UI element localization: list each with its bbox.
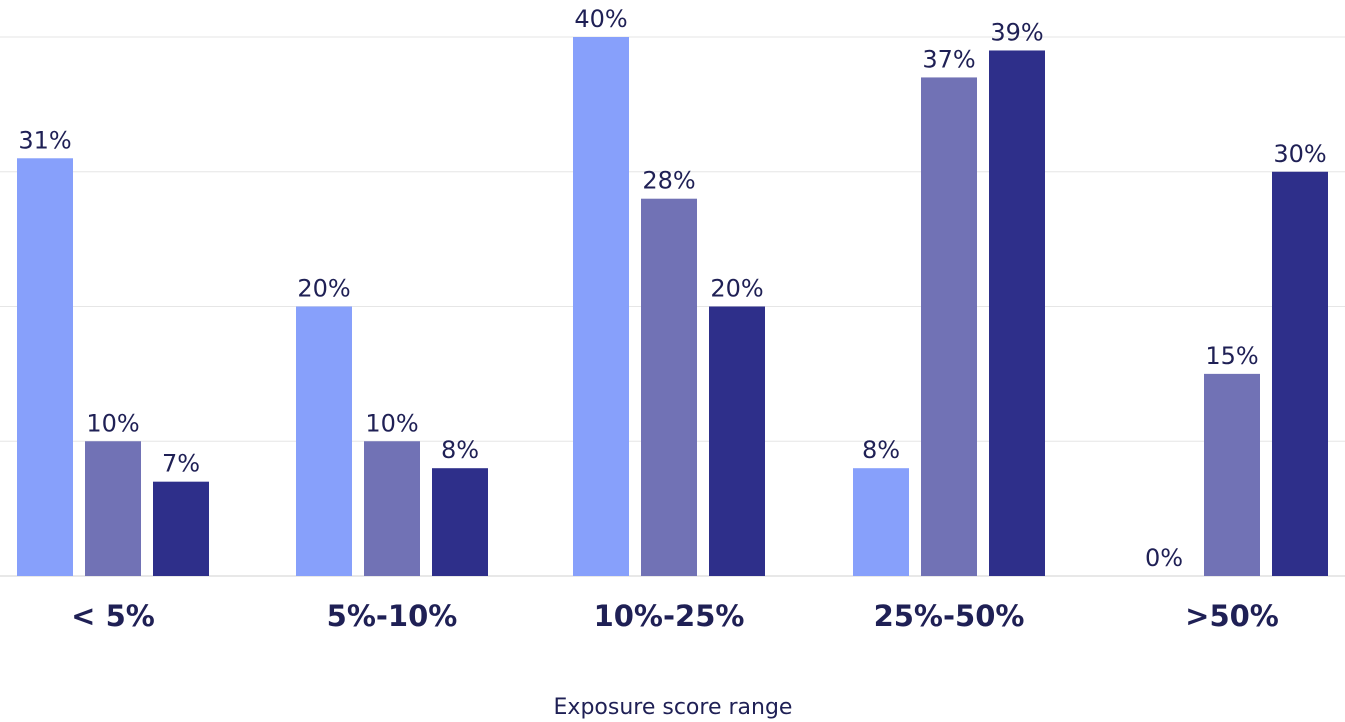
bar <box>853 468 909 576</box>
bar <box>153 481 209 576</box>
bar <box>364 441 420 576</box>
data-label: 8% <box>862 436 900 464</box>
data-label: 40% <box>574 5 627 33</box>
bar <box>296 306 352 576</box>
x-tick-label: >50% <box>1185 599 1279 633</box>
data-label: 10% <box>365 409 418 437</box>
bar <box>85 441 141 576</box>
data-labels: 31% 20% 40% 8% 0% 10% 10% 28% 37% 15% 7% 8% 20% 39% 30… <box>18 5 1326 572</box>
data-label: 8% <box>441 436 479 464</box>
data-label: 37% <box>922 45 975 73</box>
data-label: 7% <box>162 450 200 478</box>
data-label: 28% <box>642 167 695 195</box>
bar <box>921 77 977 577</box>
data-label: 20% <box>297 275 350 303</box>
data-label: 20% <box>710 275 763 303</box>
x-axis-title: Exposure score range <box>554 695 793 720</box>
x-tick-label: 5%-10% <box>327 599 458 633</box>
x-tick-label: < 5% <box>71 599 155 633</box>
bar <box>989 50 1045 577</box>
bar <box>709 306 765 576</box>
bar <box>432 468 488 576</box>
x-tick-label: 25%-50% <box>874 599 1025 633</box>
data-label: 31% <box>18 126 71 154</box>
bars <box>17 37 1328 577</box>
bar <box>573 37 629 576</box>
x-tick-labels: < 5% 5%-10% 10%-25% 25%-50% >50% <box>71 599 1279 633</box>
data-label: 30% <box>1273 140 1326 168</box>
data-label: 0% <box>1145 544 1183 572</box>
data-label: 15% <box>1205 342 1258 370</box>
bar <box>1204 373 1260 576</box>
data-label: 10% <box>86 409 139 437</box>
bar <box>17 158 73 576</box>
data-label: 39% <box>990 18 1043 46</box>
bar <box>641 198 697 576</box>
bar <box>1272 171 1328 576</box>
x-tick-label: 10%-25% <box>594 599 745 633</box>
